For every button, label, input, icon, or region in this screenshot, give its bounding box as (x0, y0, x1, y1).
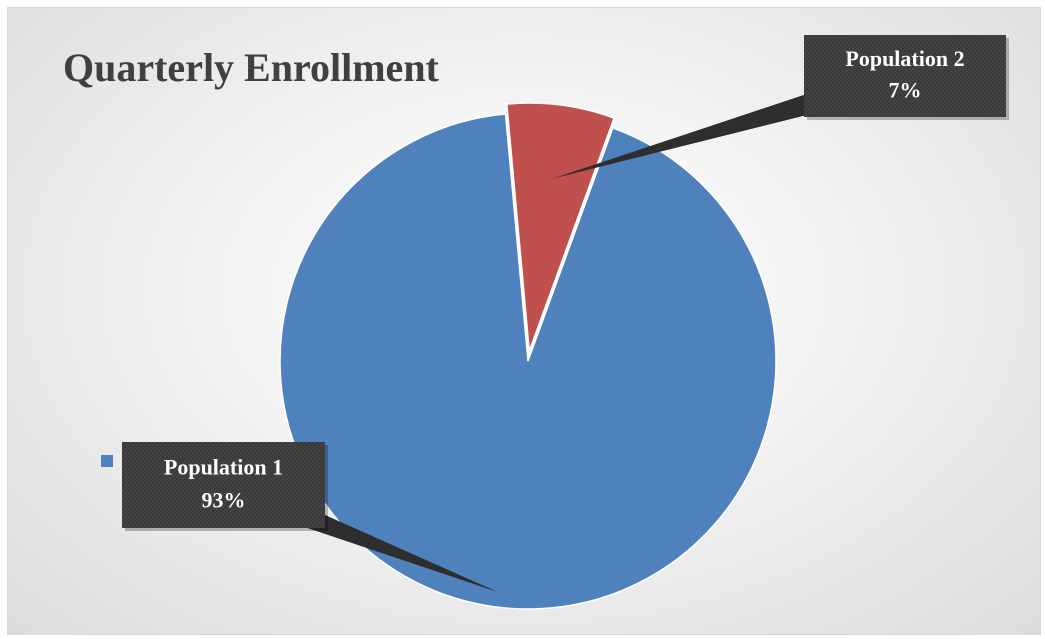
data-label-name: Population 2 (845, 46, 964, 71)
callout-box (122, 442, 325, 528)
legend-swatch-population-1[interactable] (101, 455, 113, 467)
data-label-population-2: Population 2 7% (804, 35, 1009, 120)
callout-box (804, 35, 1006, 117)
data-label-name: Population 1 (164, 455, 283, 480)
legend (101, 455, 113, 467)
chart-title: Quarterly Enrollment (63, 45, 439, 90)
data-label-population-1: Population 1 93% (122, 442, 328, 531)
pie-slices (279, 102, 777, 610)
data-label-callouts: Population 1 93% Population 2 7% (122, 35, 1009, 531)
pie-slice-population-1[interactable] (279, 113, 777, 610)
data-label-percent: 7% (889, 77, 922, 102)
pie-slice-population-2[interactable] (505, 102, 616, 352)
data-label-percent: 93% (202, 487, 246, 512)
